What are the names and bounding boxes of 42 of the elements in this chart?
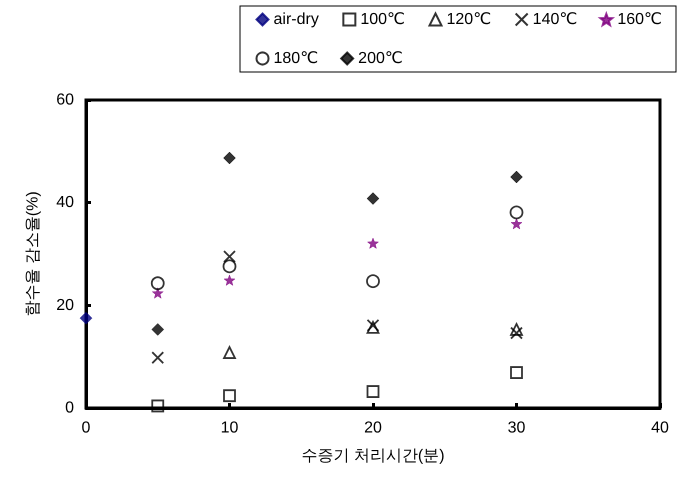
point xyxy=(152,288,164,298)
point xyxy=(223,389,236,402)
point xyxy=(366,318,380,332)
legend-label: air-dry xyxy=(274,11,319,28)
point xyxy=(80,312,92,324)
x-tick-label: 20 xyxy=(364,420,382,436)
point xyxy=(510,218,522,230)
y-tick-label: 40 xyxy=(56,194,74,212)
point xyxy=(222,259,236,274)
legend-label: 140℃ xyxy=(532,11,578,28)
y-tick-label: 60 xyxy=(56,92,74,108)
y-tick-label: 20 xyxy=(56,296,74,314)
y-axis-title: 함수율 감소율(%) xyxy=(24,191,42,317)
point xyxy=(510,366,523,379)
point xyxy=(366,321,380,334)
point xyxy=(510,326,523,340)
point xyxy=(510,206,524,220)
point xyxy=(223,346,236,359)
point xyxy=(510,323,523,336)
y-tick-label: 0 xyxy=(65,400,74,416)
point xyxy=(223,250,236,263)
x-tick-label: 10 xyxy=(220,420,238,436)
point xyxy=(366,385,380,398)
x-axis-title: 수증기 처리시간(분) xyxy=(301,448,445,464)
point xyxy=(366,192,380,205)
legend-label: 200℃ xyxy=(358,50,403,67)
point xyxy=(151,351,164,364)
legend-label: 160℃ xyxy=(617,11,662,28)
x-tick-label: 40 xyxy=(651,420,669,436)
point xyxy=(510,170,523,184)
x-tick-label: 30 xyxy=(508,420,526,436)
x-tick-label: 0 xyxy=(82,420,91,436)
point xyxy=(151,400,164,412)
point xyxy=(366,274,380,288)
legend-label: 100℃ xyxy=(360,11,406,28)
point xyxy=(152,323,164,336)
point xyxy=(150,276,165,290)
legend-label: 180℃ xyxy=(274,50,318,67)
point xyxy=(224,274,236,286)
point xyxy=(223,152,236,164)
point xyxy=(367,238,379,249)
legend-label: 120℃ xyxy=(446,11,492,28)
